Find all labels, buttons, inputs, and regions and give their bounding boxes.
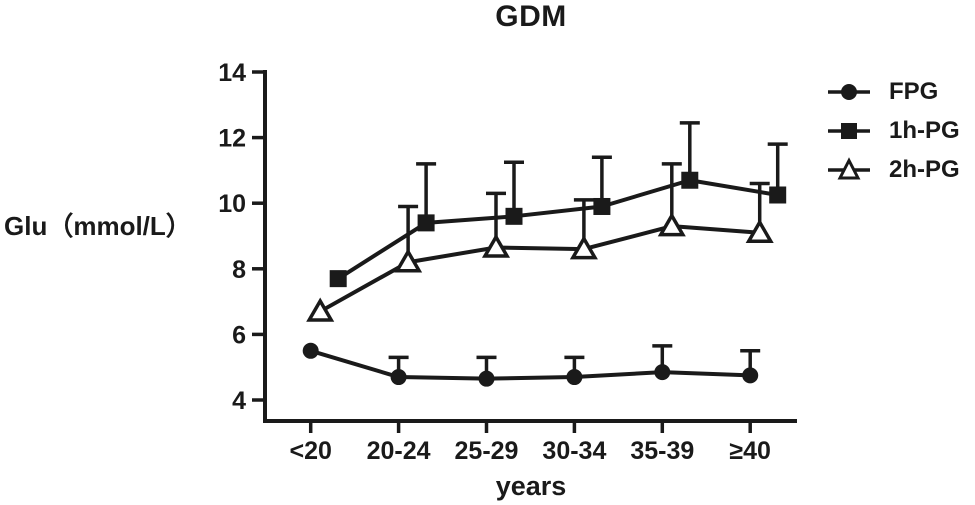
y-tick-label: 4 [232,387,246,415]
data-point-square [769,186,787,204]
y-tick-label: 10 [218,190,246,218]
data-point-triangle [657,212,686,237]
x-tick-label: 30-34 [542,437,606,465]
data-point-square [593,197,611,215]
x-axis-ticks: <20 20-24 25-29 30-34 35-39 ≥40 [289,422,771,465]
x-tick-label: 20-24 [367,437,431,465]
legend-label-2hpg: 2h-PG [889,155,960,183]
data-point-triangle [394,248,423,273]
filled-circle-icon [828,83,870,100]
filled-square-icon [828,122,870,139]
legend-label-1hpg: 1h-PG [889,116,960,144]
legend-item-1hpg: 1h-PG [826,111,960,150]
data-point-square [505,207,523,225]
y-tick-label: 8 [232,256,246,284]
series-2h-pg [306,162,774,322]
legend-label-fpg: FPG [889,77,939,105]
open-triangle-icon [828,156,870,179]
chart-title: GDM [495,0,567,33]
x-tick-label: <20 [289,437,331,465]
y-tick-label: 14 [218,59,246,87]
y-tick-label: 12 [218,125,246,153]
data-point-square [681,171,699,189]
x-tick-label: 35-39 [630,437,694,465]
data-point-square [417,214,435,232]
data-point-triangle [569,235,598,260]
x-tick-label: 25-29 [455,437,519,465]
data-point-circle [390,369,407,386]
data-point-triangle [306,297,335,322]
data-point-circle [478,370,495,387]
data-point-square [329,270,347,288]
axes [263,70,797,423]
series-1h-pg [329,121,788,288]
data-point-circle [742,367,759,384]
y-axis-label: Glu（mmol/L） [4,211,192,241]
series-fpg [302,342,761,387]
data-point-circle [302,342,319,359]
legend-item-2hpg: 2h-PG [826,150,960,189]
x-tick-label: ≥40 [729,437,771,465]
data-point-circle [566,369,583,386]
legend: FPG 1h-PG 2h-PG [826,72,960,189]
data-point-circle [654,364,671,381]
y-tick-label: 6 [232,321,246,349]
data-point-triangle [481,233,511,258]
data-point-triangle [745,218,774,243]
x-axis-label: years [495,471,567,501]
y-axis-ticks: 4 6 8 10 12 14 [218,59,263,415]
legend-item-fpg: FPG [826,72,960,111]
